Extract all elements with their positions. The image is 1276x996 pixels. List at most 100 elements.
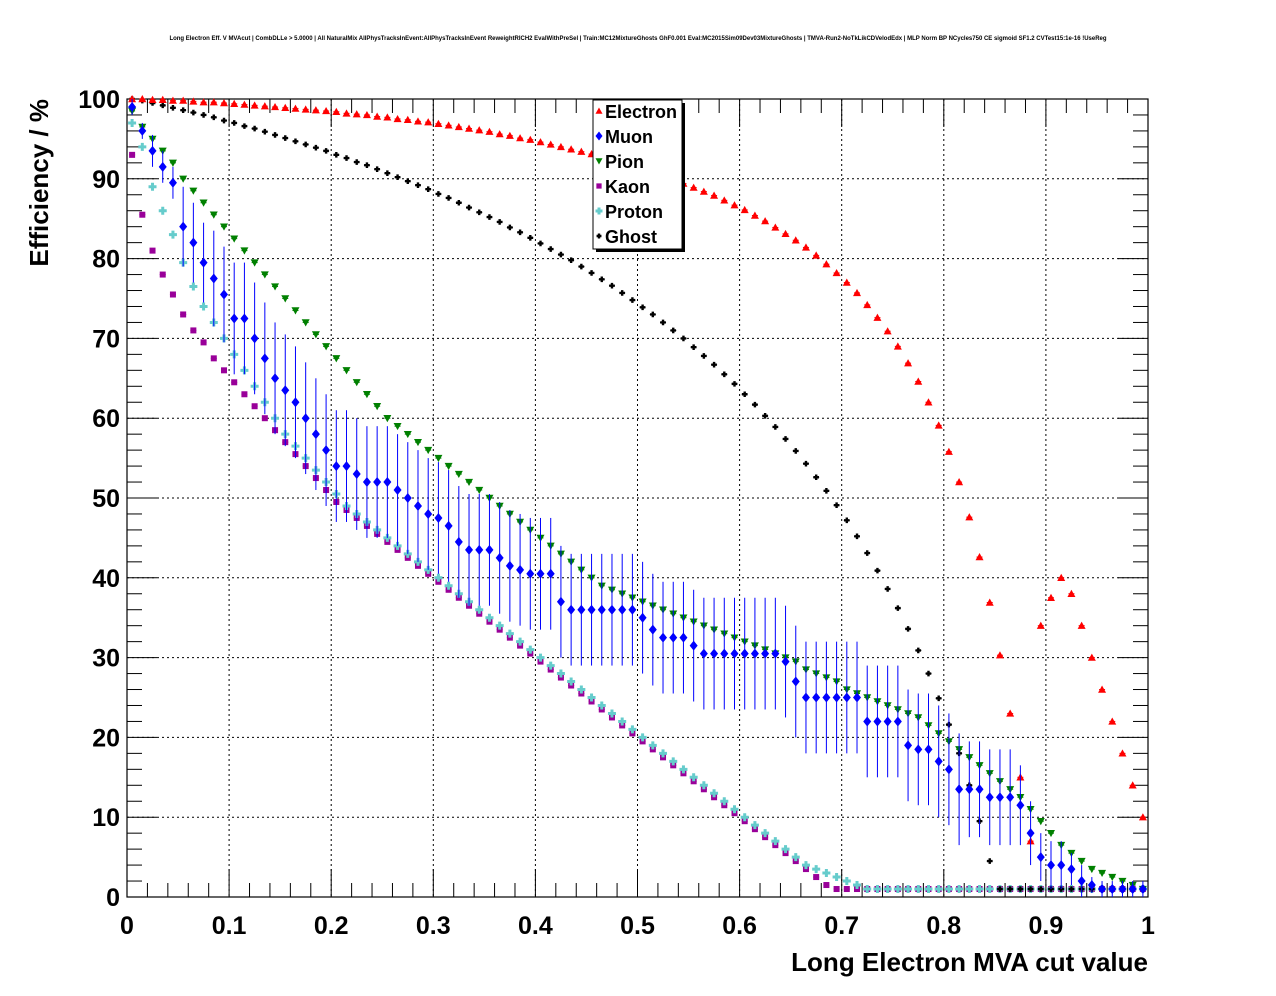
data-point (905, 626, 911, 632)
data-point (311, 106, 320, 114)
data-point (618, 604, 627, 615)
data-point (679, 765, 688, 774)
data-point (434, 573, 443, 582)
data-point (1057, 860, 1066, 871)
data-point (619, 290, 625, 296)
legend-marker-proton (595, 207, 603, 215)
data-point (168, 96, 177, 104)
data-point (199, 302, 208, 311)
data-point (1087, 865, 1096, 874)
data-point (1108, 873, 1117, 882)
data-point (1047, 860, 1056, 871)
data-point (985, 885, 994, 894)
y-tick-label: 10 (92, 804, 120, 832)
data-point (148, 145, 157, 156)
data-point (577, 147, 586, 155)
data-point (935, 695, 942, 702)
data-point (915, 647, 922, 654)
x-tick-label: 0.9 (1029, 912, 1064, 940)
data-point (352, 379, 361, 387)
data-point (199, 98, 208, 106)
data-point (1047, 593, 1056, 601)
data-point (209, 98, 218, 106)
legend-label-pion: Pion (605, 152, 644, 172)
legend-label-muon: Muon (605, 127, 653, 147)
data-point (241, 123, 248, 129)
data-point (241, 391, 248, 398)
data-point (883, 327, 892, 335)
data-point (362, 391, 371, 399)
legend-label-kaon: Kaon (605, 177, 650, 197)
data-point (842, 692, 851, 703)
chart-title: Long Electron Eff. V MVAcut | CombDLLe >… (169, 36, 1107, 42)
data-point (516, 134, 525, 142)
data-point (893, 342, 902, 350)
data-point (250, 333, 259, 344)
data-point (179, 221, 188, 232)
data-point (761, 829, 770, 838)
data-point (384, 170, 391, 177)
data-point (823, 488, 830, 494)
data-point (168, 230, 177, 239)
data-point (138, 142, 147, 151)
data-point (669, 632, 678, 643)
data-point (362, 110, 371, 119)
data-point (833, 502, 840, 508)
data-point (209, 273, 218, 284)
data-point (638, 612, 647, 623)
data-point (771, 223, 780, 231)
data-point (260, 102, 269, 110)
data-point (832, 873, 841, 882)
data-point (781, 845, 790, 854)
data-point (650, 311, 656, 318)
data-point (873, 716, 882, 727)
x-tick-label: 0.1 (212, 912, 247, 940)
data-point (199, 199, 208, 207)
data-point (710, 789, 719, 798)
data-point (352, 110, 361, 118)
data-point (271, 102, 280, 111)
data-point (975, 784, 984, 795)
data-point (456, 199, 462, 206)
data-point (383, 113, 392, 121)
data-point (762, 413, 768, 419)
y-tick-label: 30 (92, 645, 120, 673)
data-point (291, 307, 300, 315)
x-tick-label: 0.8 (926, 912, 961, 940)
data-point (311, 331, 320, 339)
data-point (730, 648, 739, 659)
data-point (189, 187, 198, 195)
data-point (168, 159, 177, 167)
data-point (342, 109, 351, 117)
x-tick-label: 0.2 (314, 912, 349, 940)
data-point (628, 725, 637, 734)
data-point (934, 885, 943, 894)
data-point (556, 142, 565, 151)
data-point (170, 104, 176, 111)
data-point (587, 604, 596, 615)
data-point (465, 544, 474, 555)
y-tick-label: 90 (92, 166, 120, 194)
y-tick-label: 70 (92, 325, 120, 353)
data-point (495, 621, 504, 630)
data-point (975, 553, 984, 561)
data-point (271, 283, 280, 291)
data-point (505, 629, 514, 638)
data-point (189, 282, 198, 291)
data-point (1006, 709, 1015, 717)
x-tick-label: 0.7 (824, 912, 859, 940)
data-point (812, 865, 821, 874)
data-point (864, 550, 871, 556)
data-point (792, 448, 799, 454)
data-point (465, 124, 474, 132)
data-point (546, 140, 555, 148)
data-point (313, 144, 319, 151)
data-point (230, 313, 239, 324)
data-point (1036, 621, 1045, 629)
data-point (537, 240, 544, 247)
data-point (628, 604, 637, 615)
data-point (699, 648, 708, 659)
data-point (413, 500, 422, 511)
data-point (730, 805, 739, 814)
data-point (526, 135, 535, 143)
